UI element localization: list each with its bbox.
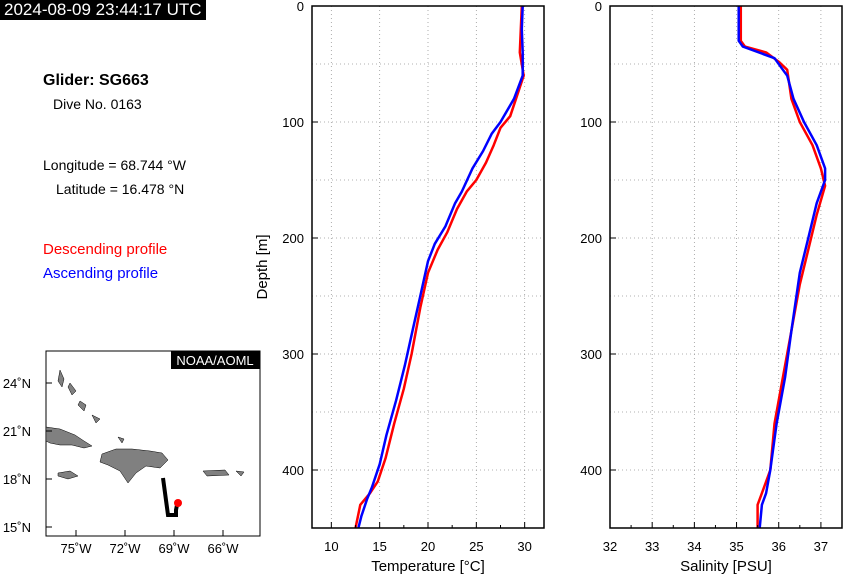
legend-descending: Descending profile bbox=[43, 241, 168, 258]
y-tick-label: 100 bbox=[282, 115, 304, 130]
map-land bbox=[45, 369, 245, 484]
land-bahamas-2 bbox=[67, 382, 77, 396]
land-bahamas-1 bbox=[57, 369, 65, 388]
x-tick-label: 36 bbox=[771, 539, 785, 554]
temperature-series bbox=[354, 5, 525, 529]
land-hispaniola bbox=[99, 448, 169, 484]
y-tick-label: 300 bbox=[580, 347, 602, 362]
y-tick-label: 0 bbox=[297, 0, 304, 14]
y-tick-label: 0 bbox=[595, 0, 602, 14]
lon-label-66: 66˚W bbox=[207, 541, 239, 556]
salinity-ticks: 32 33 34 35 36 37 0 100 200 300 400 bbox=[580, 0, 828, 554]
series-line-descending-profile bbox=[354, 5, 525, 529]
land-turks bbox=[117, 436, 125, 444]
land-jamaica bbox=[57, 470, 79, 480]
x-tick-label: 25 bbox=[469, 539, 483, 554]
x-tick-label: 32 bbox=[603, 539, 617, 554]
lon-label-69: 69˚W bbox=[158, 541, 190, 556]
land-cuba bbox=[45, 426, 93, 449]
x-tick-label: 35 bbox=[729, 539, 743, 554]
salinity-grid bbox=[609, 5, 842, 528]
salinity-chart: 32 33 34 35 36 37 0 100 200 300 400 Salinity [PSU] bbox=[580, 0, 843, 574]
lon-label-72: 72˚W bbox=[109, 541, 141, 556]
latitude-readout: Latitude = 16.478 °N bbox=[56, 181, 185, 197]
y-tick-label: 200 bbox=[282, 231, 304, 246]
salinity-plot-frame bbox=[609, 5, 843, 529]
y-tick-label: 300 bbox=[282, 347, 304, 362]
land-puerto-rico bbox=[202, 469, 230, 477]
temperature-ylabel: Depth [m] bbox=[254, 234, 271, 299]
x-tick-label: 34 bbox=[687, 539, 701, 554]
x-tick-label: 20 bbox=[421, 539, 435, 554]
salinity-xlabel: Salinity [PSU] bbox=[680, 558, 772, 574]
land-bahamas-4 bbox=[91, 414, 101, 424]
temperature-xlabel: Temperature [°C] bbox=[371, 558, 485, 574]
longitude-readout: Longitude = 68.744 °W bbox=[43, 157, 186, 173]
y-tick-label: 400 bbox=[580, 463, 602, 478]
land-bahamas-3 bbox=[77, 400, 87, 412]
x-tick-label: 15 bbox=[372, 539, 386, 554]
y-tick-label: 400 bbox=[282, 463, 304, 478]
series-line-ascending-profile bbox=[737, 6, 827, 529]
series-line-descending-profile bbox=[739, 6, 827, 528]
map-badge: NOAA/AOML bbox=[176, 353, 253, 368]
lat-label-15: 15˚N bbox=[3, 520, 31, 535]
lat-label-18: 18˚N bbox=[3, 472, 31, 487]
salinity-series bbox=[737, 6, 827, 529]
glider-track bbox=[161, 477, 179, 517]
x-tick-label: 30 bbox=[517, 539, 531, 554]
y-tick-label: 200 bbox=[580, 231, 602, 246]
timestamp-badge: 2024-08-09 23:44:17 UTC bbox=[0, 0, 206, 20]
inset-map: NOAA/AOML 24˚N 21˚N 18˚N 15˚N 75˚W 72˚W … bbox=[3, 350, 261, 556]
x-tick-label: 37 bbox=[814, 539, 828, 554]
temperature-grid bbox=[312, 5, 544, 528]
lat-label-21: 21˚N bbox=[3, 424, 31, 439]
series-line-ascending-profile bbox=[357, 5, 524, 529]
land-virgin bbox=[235, 470, 245, 477]
map-lat-labels: 24˚N 21˚N 18˚N 15˚N bbox=[3, 376, 52, 535]
map-lon-labels: 75˚W 72˚W 69˚W 66˚W bbox=[60, 530, 239, 556]
lat-label-24: 24˚N bbox=[3, 376, 31, 391]
legend-ascending: Ascending profile bbox=[43, 265, 159, 282]
y-tick-label: 100 bbox=[580, 115, 602, 130]
current-position-marker bbox=[174, 499, 182, 507]
x-tick-label: 33 bbox=[645, 539, 659, 554]
x-tick-label: 10 bbox=[324, 539, 338, 554]
glider-name: Glider: SG663 bbox=[43, 72, 149, 89]
lon-label-75: 75˚W bbox=[60, 541, 92, 556]
dive-number: Dive No. 0163 bbox=[53, 96, 142, 112]
